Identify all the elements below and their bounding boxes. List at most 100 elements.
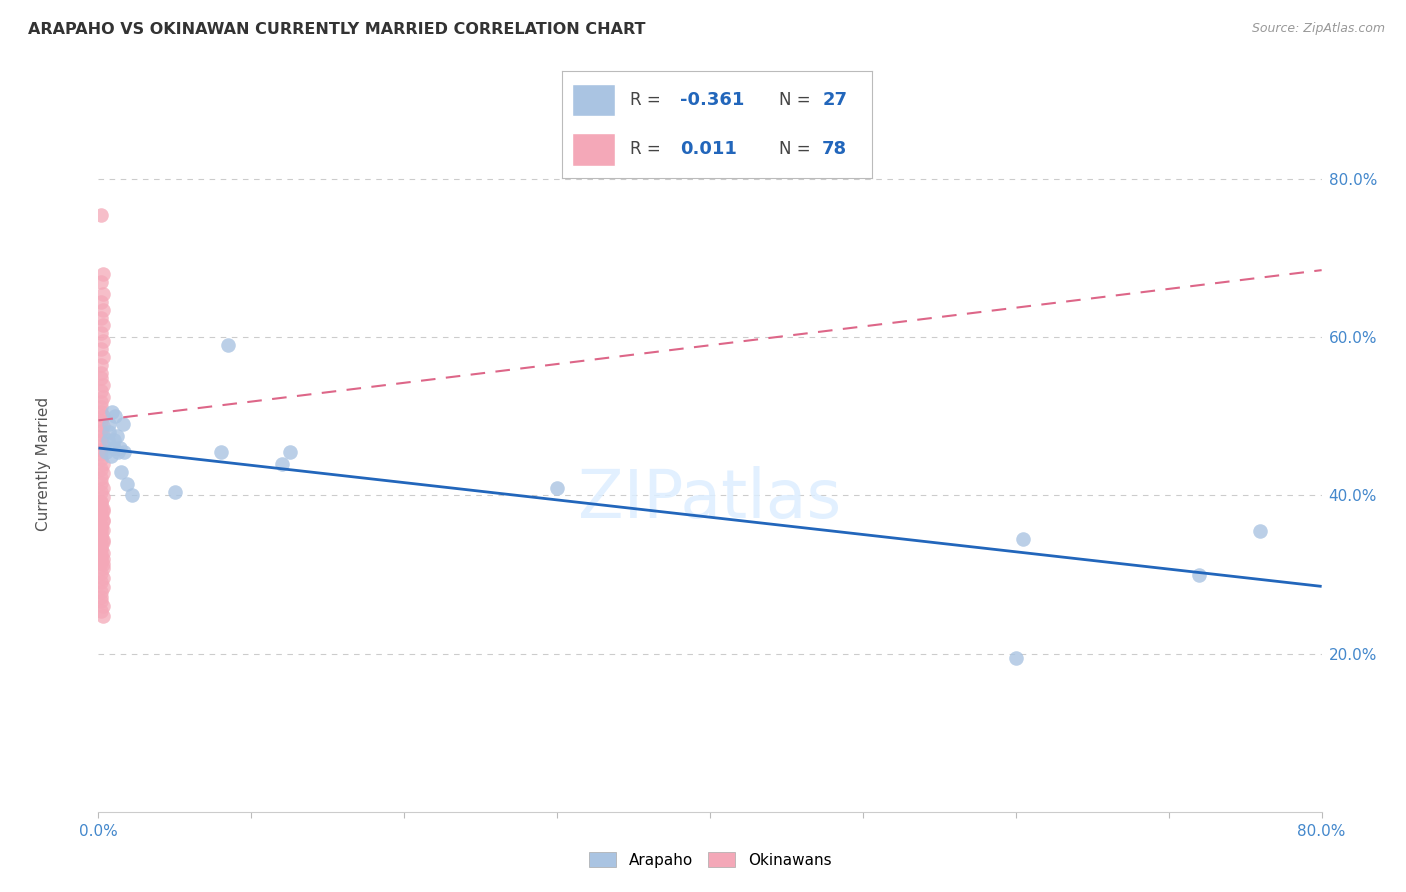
Point bbox=[98, 417, 121, 432]
Text: -0.361: -0.361 bbox=[681, 91, 744, 109]
Point bbox=[111, 417, 134, 432]
Point bbox=[90, 537, 112, 551]
Text: Currently Married: Currently Married bbox=[37, 397, 51, 531]
Point bbox=[112, 445, 135, 459]
Point bbox=[100, 449, 122, 463]
Point bbox=[90, 485, 112, 500]
Point bbox=[90, 530, 112, 544]
Point bbox=[104, 409, 127, 424]
FancyBboxPatch shape bbox=[572, 84, 614, 116]
Point bbox=[90, 384, 112, 398]
Point bbox=[90, 400, 112, 414]
Text: N =: N = bbox=[779, 141, 815, 159]
Point bbox=[90, 366, 112, 380]
Point bbox=[91, 377, 114, 392]
Point bbox=[90, 551, 112, 566]
Point bbox=[90, 371, 112, 385]
Point bbox=[91, 533, 114, 547]
Point bbox=[90, 442, 112, 457]
Point bbox=[90, 590, 112, 604]
Point bbox=[1249, 524, 1271, 538]
FancyBboxPatch shape bbox=[572, 134, 614, 166]
Point bbox=[101, 405, 124, 419]
Point bbox=[270, 457, 292, 471]
Point bbox=[90, 520, 112, 534]
Point bbox=[103, 441, 125, 455]
Text: 0.011: 0.011 bbox=[681, 141, 737, 159]
Point bbox=[1188, 567, 1211, 582]
Point bbox=[91, 334, 114, 349]
Point bbox=[91, 608, 114, 623]
Point bbox=[90, 395, 112, 409]
Point bbox=[90, 294, 112, 309]
Point bbox=[110, 465, 132, 479]
Text: Source: ZipAtlas.com: Source: ZipAtlas.com bbox=[1251, 22, 1385, 36]
Point bbox=[91, 302, 114, 317]
Point bbox=[278, 445, 301, 459]
Point bbox=[90, 557, 112, 571]
Point bbox=[91, 523, 114, 537]
Point bbox=[103, 433, 125, 447]
Point bbox=[90, 461, 112, 475]
Point bbox=[91, 457, 114, 471]
Point bbox=[90, 500, 112, 514]
Point bbox=[546, 481, 568, 495]
Point bbox=[90, 524, 112, 538]
Point bbox=[91, 409, 114, 424]
Point bbox=[90, 471, 112, 485]
Point bbox=[98, 425, 121, 440]
Point bbox=[91, 551, 114, 566]
Point bbox=[90, 208, 112, 222]
Point bbox=[90, 528, 112, 542]
Point bbox=[91, 490, 114, 504]
Point bbox=[105, 429, 128, 443]
Point bbox=[1012, 532, 1035, 546]
Point bbox=[91, 535, 114, 549]
Point bbox=[90, 433, 112, 447]
Text: 27: 27 bbox=[823, 91, 848, 109]
Point bbox=[90, 452, 112, 467]
Text: 78: 78 bbox=[823, 141, 848, 159]
Point bbox=[91, 438, 114, 452]
Point bbox=[90, 594, 112, 608]
Point bbox=[90, 495, 112, 509]
Point bbox=[90, 404, 112, 418]
Point bbox=[90, 518, 112, 533]
Point bbox=[91, 546, 114, 560]
Point bbox=[107, 445, 129, 459]
Text: R =: R = bbox=[630, 141, 672, 159]
Point bbox=[91, 513, 114, 527]
Point bbox=[90, 424, 112, 438]
Point bbox=[91, 467, 114, 481]
Point bbox=[90, 475, 112, 490]
Point bbox=[91, 428, 114, 442]
Point bbox=[91, 571, 114, 585]
Point bbox=[1004, 650, 1026, 665]
Point bbox=[90, 275, 112, 289]
Point bbox=[90, 358, 112, 372]
Point bbox=[108, 441, 131, 455]
Point bbox=[91, 580, 114, 594]
Point bbox=[91, 390, 114, 404]
Point bbox=[94, 445, 117, 459]
Text: ZIPatlas: ZIPatlas bbox=[578, 466, 842, 532]
Point bbox=[90, 541, 112, 555]
Text: ARAPAHO VS OKINAWAN CURRENTLY MARRIED CORRELATION CHART: ARAPAHO VS OKINAWAN CURRENTLY MARRIED CO… bbox=[28, 22, 645, 37]
Point bbox=[90, 342, 112, 356]
Point bbox=[90, 414, 112, 428]
Point bbox=[90, 604, 112, 618]
Point bbox=[97, 433, 120, 447]
Point bbox=[90, 547, 112, 561]
Point bbox=[91, 318, 114, 333]
Point bbox=[91, 267, 114, 281]
Point bbox=[90, 508, 112, 523]
Legend: Arapaho, Okinawans: Arapaho, Okinawans bbox=[582, 846, 838, 873]
Point bbox=[91, 350, 114, 364]
Point bbox=[91, 286, 114, 301]
Point bbox=[91, 561, 114, 575]
Point bbox=[91, 504, 114, 518]
Text: R =: R = bbox=[630, 91, 666, 109]
Point bbox=[90, 518, 112, 533]
Point bbox=[90, 496, 112, 510]
Point bbox=[117, 476, 139, 491]
